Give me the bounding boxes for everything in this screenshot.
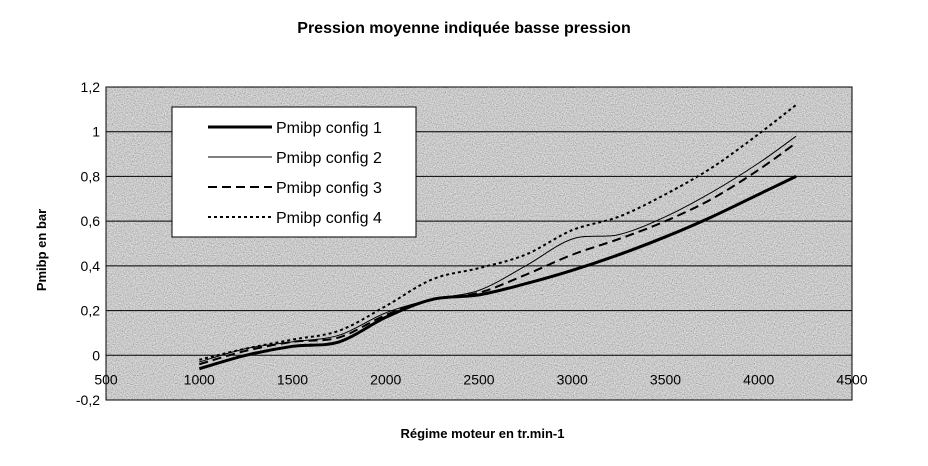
legend: Pmibp config 1 Pmibp config 2 Pmibp config… (171, 106, 417, 238)
x-tick-label: 2000 (370, 371, 401, 387)
x-tick-label: 3500 (650, 371, 681, 387)
x-tick-labels: 500 1000 1500 2000 2500 3000 3500 4000 4500 (94, 371, 867, 387)
legend-box (171, 106, 417, 238)
y-tick-labels: -0,2 0 0,2 0,4 0,6 0,8 1 1,2 (76, 79, 100, 408)
y-tick-label: 0,8 (81, 168, 101, 184)
legend-label-config-3: Pmibp config 3 (276, 180, 382, 197)
legend-label-config-4: Pmibp config 4 (276, 210, 382, 227)
y-tick-label: 0,2 (81, 303, 101, 319)
chart-title: Pression moyenne indiquée basse pression (297, 20, 631, 37)
series-layer (198, 104, 797, 371)
series-line-config-4 (199, 104, 797, 361)
x-tick-label: 1000 (184, 371, 215, 387)
grid-lines (106, 86, 852, 401)
series-line-config-3 (199, 142, 797, 366)
legend-label-config-2: Pmibp config 2 (276, 150, 382, 167)
x-axis-label: Régime moteur en tr.min-1 (400, 426, 565, 441)
x-tick-label: 1500 (277, 371, 308, 387)
y-tick-label: 0,4 (81, 258, 101, 274)
x-tick-label: 3000 (557, 371, 588, 387)
series-line-config-1 (198, 175, 797, 371)
y-axis-label: Pmibp en bar (34, 209, 49, 291)
x-tick-label: 4500 (836, 371, 867, 387)
x-tick-label: 500 (94, 371, 118, 387)
y-tick-label: 0,6 (81, 213, 101, 229)
x-tick-label: 2500 (463, 371, 494, 387)
y-tick-label: 1 (92, 124, 100, 140)
y-tick-label: 1,2 (81, 79, 101, 95)
x-tick-label: 4000 (743, 371, 774, 387)
y-tick-label: -0,2 (76, 392, 100, 408)
y-tick-label: 0 (92, 347, 100, 363)
legend-label-config-1: Pmibp config 1 (276, 120, 382, 137)
